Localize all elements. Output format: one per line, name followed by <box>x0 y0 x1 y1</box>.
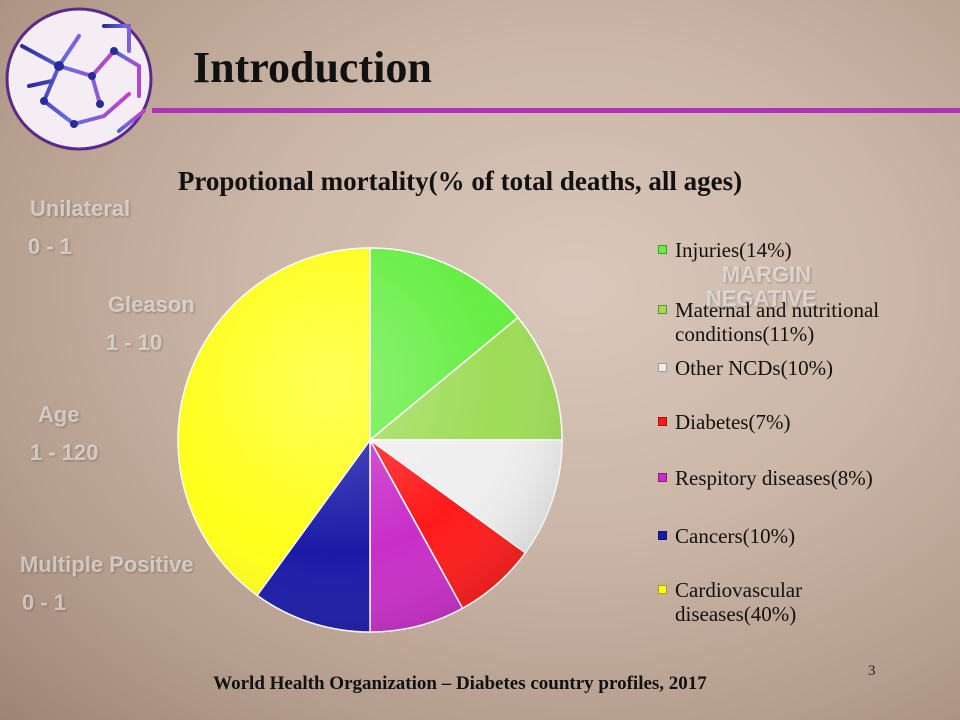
title-divider <box>152 108 960 113</box>
legend-swatch <box>658 417 667 426</box>
bg-word: MARGIN <box>722 262 812 287</box>
legend-item: Injuries(14%) <box>658 238 925 262</box>
bg-word: 1 - 10 <box>106 330 163 355</box>
legend-label: Cardiovascular diseases(40%) <box>675 578 803 626</box>
legend-swatch <box>658 531 667 540</box>
pie-chart <box>177 247 563 633</box>
legend-swatch <box>658 585 667 594</box>
legend-item: Cancers(10%) <box>658 524 925 548</box>
legend-label: Diabetes(7%) <box>675 410 791 434</box>
legend-swatch <box>658 305 667 314</box>
legend-swatch <box>658 363 667 372</box>
legend-swatch <box>658 245 667 254</box>
bg-word: 1 - 120 <box>30 440 99 465</box>
legend-label: Maternal and nutritional conditions(11%) <box>675 298 880 346</box>
legend-label: Other NCDs(10%) <box>675 356 834 380</box>
legend-item: Diabetes(7%) <box>658 410 925 434</box>
legend-swatch <box>658 473 667 482</box>
legend-label: Cancers(10%) <box>675 524 796 548</box>
neural-logo-icon <box>5 7 153 151</box>
legend-item: Maternal and nutritional conditions(11%) <box>658 298 925 346</box>
legend-item: Other NCDs(10%) <box>658 356 925 380</box>
source-footer: World Health Organization – Diabetes cou… <box>213 673 707 694</box>
bg-word: Unilateral <box>30 196 131 221</box>
pie-shading <box>178 248 562 632</box>
legend-label: Respitory diseases(8%) <box>675 466 873 490</box>
page-number: 3 <box>868 663 876 679</box>
legend-label: Injuries(14%) <box>675 238 792 262</box>
bg-word: Age <box>38 402 80 427</box>
chart-title: Propotional mortality(% of total deaths,… <box>177 166 743 196</box>
bg-word: 0 - 1 <box>22 590 67 615</box>
legend-item: Respitory diseases(8%) <box>658 466 925 490</box>
bg-word: 0 - 1 <box>28 234 73 259</box>
slide-title: Introduction <box>193 43 432 92</box>
legend-item: Cardiovascular diseases(40%) <box>658 578 925 626</box>
